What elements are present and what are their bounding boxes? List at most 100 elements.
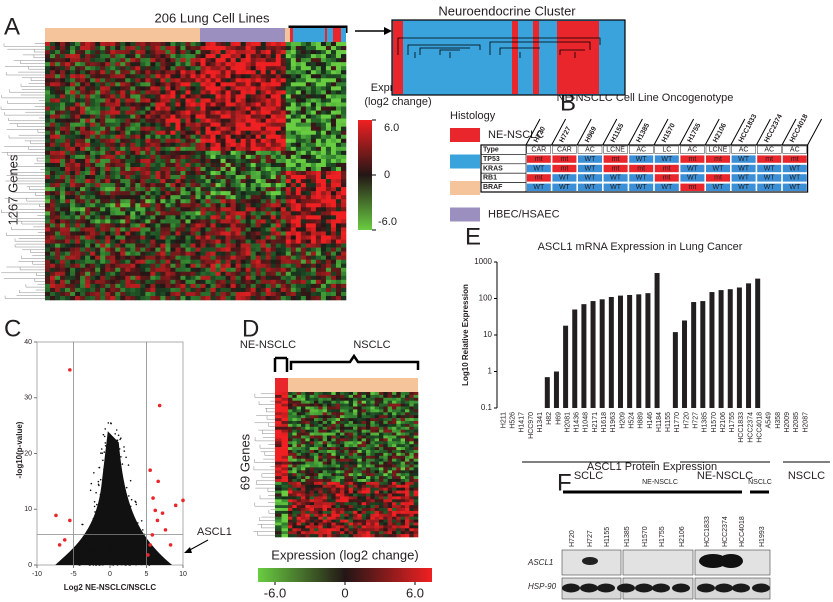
heatmap-cell xyxy=(301,392,306,396)
heatmap-cell xyxy=(396,421,401,425)
heatmap-cell xyxy=(288,409,293,413)
heatmap-cell xyxy=(50,74,56,79)
heatmap-cell xyxy=(145,90,151,95)
heatmap-cell xyxy=(205,78,211,83)
heatmap-cell xyxy=(75,223,81,228)
heatmap-cell xyxy=(55,46,61,51)
heatmap-cell xyxy=(230,251,236,256)
legend-swatch xyxy=(450,128,480,142)
background-point xyxy=(122,493,124,496)
heatmap-cell xyxy=(160,94,166,99)
table-cell xyxy=(782,174,807,182)
heatmap-cell xyxy=(110,102,116,107)
heatmap-cell xyxy=(310,227,317,232)
heatmap-cell xyxy=(325,179,332,184)
heatmap-cell xyxy=(125,255,131,260)
heatmap-cell xyxy=(140,114,146,119)
heatmap-cell xyxy=(281,467,289,471)
heatmap-cell xyxy=(250,146,256,152)
heatmap-cell xyxy=(235,74,241,79)
heatmap-cell xyxy=(70,183,76,188)
heatmap-cell xyxy=(145,195,151,200)
heatmap-cell xyxy=(125,207,131,212)
point xyxy=(173,503,178,508)
heatmap-cell xyxy=(150,235,156,240)
heatmap-cell xyxy=(85,126,91,131)
heatmap-cell xyxy=(315,243,322,248)
heatmap-cell xyxy=(295,219,302,224)
heatmap-cell xyxy=(45,295,51,301)
heatmap-cell xyxy=(301,394,306,399)
heatmap-cell xyxy=(245,239,251,244)
heatmap-cell xyxy=(205,98,211,103)
heatmap-cell xyxy=(55,263,61,269)
heatmap-cell xyxy=(250,175,256,180)
heatmap-cell xyxy=(250,255,256,260)
heatmap-cell xyxy=(45,82,51,87)
heatmap-cell xyxy=(305,78,312,83)
heatmap-cell xyxy=(325,223,332,228)
heatmap-cell xyxy=(50,179,56,184)
heatmap-cell xyxy=(330,154,337,160)
heatmap-cell xyxy=(80,207,86,212)
heatmap-cell xyxy=(230,106,236,111)
cell-text: LCNE xyxy=(709,147,728,154)
heatmap-cell xyxy=(265,271,272,277)
heatmap-cell xyxy=(145,130,151,136)
heatmap-cell xyxy=(185,187,191,192)
heatmap-cell xyxy=(374,400,380,404)
heatmap-cell xyxy=(110,251,116,256)
heatmap-cell xyxy=(285,42,292,47)
heatmap-cell xyxy=(45,171,51,176)
heatmap-cell xyxy=(330,295,337,301)
heatmap-cell xyxy=(325,82,332,87)
heatmap-cell xyxy=(60,231,66,236)
heatmap-cell xyxy=(245,78,251,83)
heatmap-cell xyxy=(75,98,81,103)
heatmap-cell xyxy=(280,255,287,260)
heatmap-cell xyxy=(370,429,375,433)
heatmap-cell xyxy=(95,78,101,83)
heatmap-cell xyxy=(125,74,131,79)
heatmap-cell xyxy=(130,203,136,208)
heatmap-cell xyxy=(210,66,216,71)
heatmap-cell xyxy=(160,231,166,236)
heatmap-cell xyxy=(210,130,216,136)
heatmap-cell xyxy=(409,423,414,428)
heatmap-cell xyxy=(80,219,86,224)
heatmap-cell xyxy=(396,394,401,399)
heatmap-cell xyxy=(300,138,307,144)
heatmap-cell xyxy=(115,199,121,204)
heatmap-cell xyxy=(335,287,342,293)
heatmap-cell xyxy=(175,74,181,79)
heatmap-cell xyxy=(400,406,406,410)
heatmap-cell xyxy=(295,94,302,99)
heatmap-cell xyxy=(240,90,246,95)
heatmap-cell xyxy=(90,74,96,79)
heatmap-cell xyxy=(130,211,136,216)
heatmap-cell xyxy=(130,291,136,297)
heatmap-cell xyxy=(383,392,388,396)
heatmap-cell xyxy=(60,291,66,297)
heatmap-cell xyxy=(344,415,349,419)
heatmap-cell xyxy=(75,259,81,265)
heatmap-cell xyxy=(135,251,141,256)
heatmap-cell xyxy=(260,279,267,285)
heatmap-cell xyxy=(255,110,262,115)
heatmap-cell xyxy=(120,175,126,180)
heatmap-cell xyxy=(295,215,302,220)
heatmap-cell xyxy=(80,171,86,176)
heatmap-cell xyxy=(290,110,297,115)
heatmap-cell xyxy=(105,247,111,252)
heatmap-cell xyxy=(175,171,181,176)
heatmap-cell xyxy=(400,435,406,439)
heatmap-cell xyxy=(100,62,106,67)
heatmap-cell xyxy=(205,86,211,91)
heatmap-cell xyxy=(75,102,81,107)
heatmap-cell xyxy=(320,70,327,75)
heatmap-cell xyxy=(220,175,226,180)
heatmap-cell xyxy=(275,78,282,83)
heatmap-cell xyxy=(130,275,136,281)
heatmap-cell xyxy=(265,78,272,83)
heatmap-cell xyxy=(80,50,86,55)
